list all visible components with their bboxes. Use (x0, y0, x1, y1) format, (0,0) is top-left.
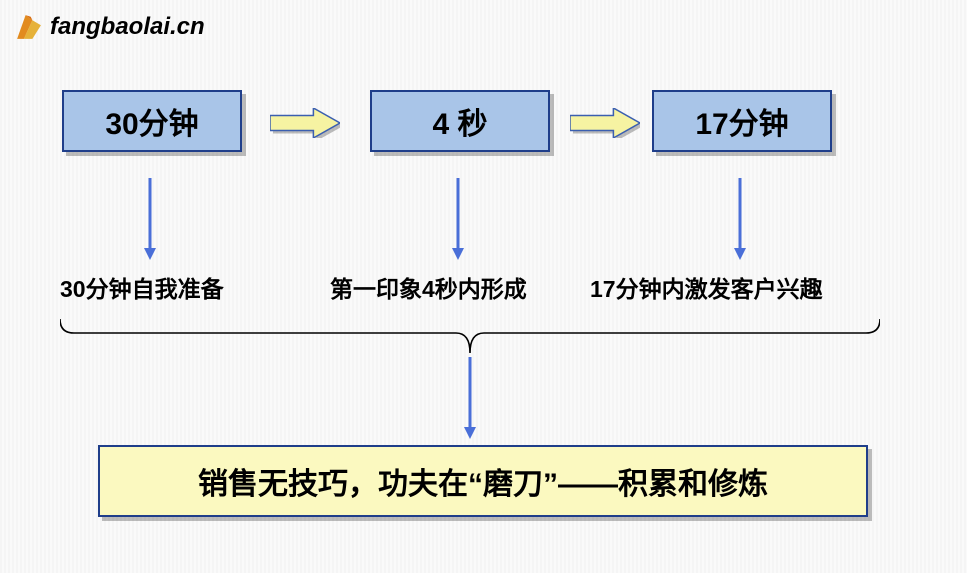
step-desc-2: 第一印象4秒内形成 (330, 270, 527, 304)
arrow-right-1 (270, 108, 340, 138)
arrow-down-2 (448, 178, 468, 260)
curly-brace (60, 315, 880, 357)
step-box-1: 30分钟 (62, 90, 242, 152)
step-box-1-label: 30分钟 (105, 99, 198, 143)
diagram-stage: 30分钟 4 秒 17分钟 30分钟自我准备 第一印象4秒内形成 17分钟内激发… (0, 0, 967, 573)
conclusion-box: 销售无技巧，功夫在“磨刀”——积累和修炼 (98, 445, 868, 517)
step-box-3: 17分钟 (652, 90, 832, 152)
step-box-3-label: 17分钟 (695, 99, 788, 143)
arrow-down-final (460, 357, 480, 439)
step-box-2: 4 秒 (370, 90, 550, 152)
arrow-down-1 (140, 178, 160, 260)
conclusion-text: 销售无技巧，功夫在“磨刀”——积累和修炼 (198, 459, 768, 503)
arrow-down-3 (730, 178, 750, 260)
arrow-right-2 (570, 108, 640, 138)
step-desc-3: 17分钟内激发客户兴趣 (590, 270, 823, 304)
step-desc-1: 30分钟自我准备 (60, 270, 224, 304)
step-box-2-label: 4 秒 (432, 99, 487, 143)
